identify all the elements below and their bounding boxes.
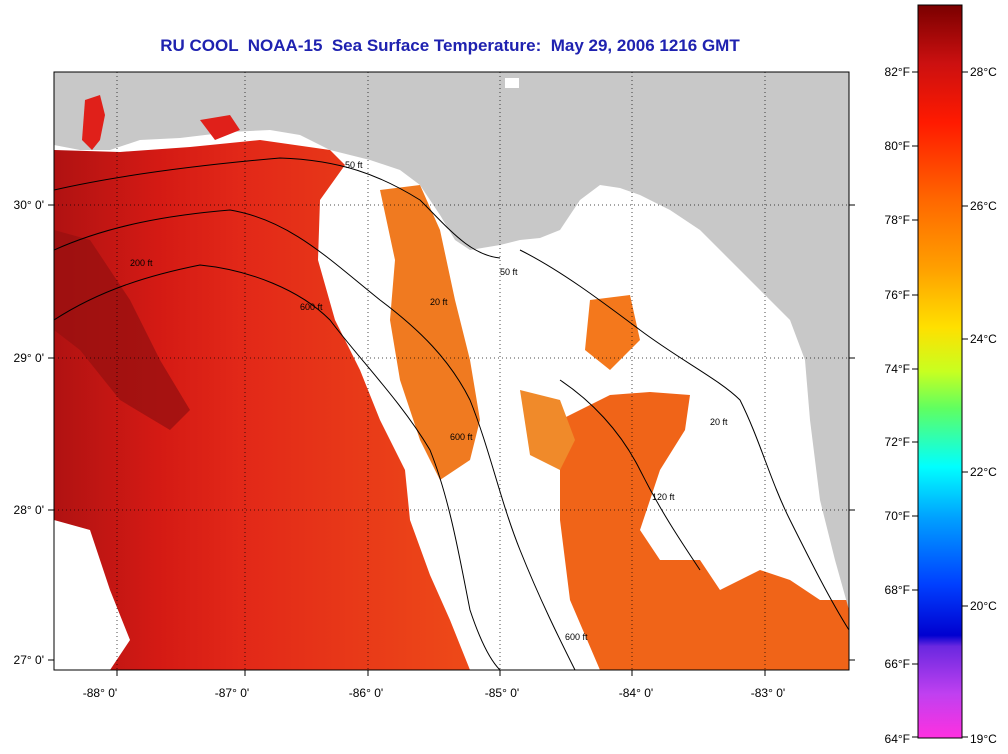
land-north (54, 72, 849, 610)
graticule (54, 72, 849, 670)
x-tick-label: -86° 0' (349, 686, 383, 700)
celsius-label: 26°C (970, 199, 997, 213)
fahrenheit-label: 64°F (885, 732, 910, 746)
latitude-labels: 30° 0' 29° 0' 28° 0' 27° 0' (14, 198, 44, 667)
x-tick-label: -88° 0' (83, 686, 117, 700)
axis-ticks (48, 204, 855, 676)
fahrenheit-label: 82°F (885, 65, 910, 79)
contour-label: 600 ft (450, 432, 473, 442)
fahrenheit-label: 76°F (885, 288, 910, 302)
colorbar (917, 4, 963, 739)
celsius-label: 28°C (970, 65, 997, 79)
celsius-label: 19°C (970, 732, 997, 746)
contour-label: 120 ft (652, 492, 675, 502)
y-tick-label: 27° 0' (14, 653, 44, 667)
fahrenheit-label: 78°F (885, 213, 910, 227)
map-panel (54, 72, 849, 670)
warm-water-west (54, 140, 470, 670)
celsius-label: 24°C (970, 332, 997, 346)
cloud-speck (505, 78, 519, 88)
fahrenheit-label: 74°F (885, 362, 910, 376)
map-title: RU COOL NOAA-15 Sea Surface Temperature:… (160, 36, 740, 55)
colorbar-ticks (912, 71, 968, 738)
fahrenheit-label: 70°F (885, 509, 910, 523)
contour-label: 20 ft (710, 417, 728, 427)
fahrenheit-label: 72°F (885, 435, 910, 449)
land-bay-pensacola (200, 115, 240, 140)
map-frame (53, 71, 850, 671)
contour-label: 600 ft (565, 632, 588, 642)
land-bay-mobile (82, 95, 105, 150)
warm-water-mid (380, 185, 480, 480)
x-tick-label: -84° 0' (619, 686, 653, 700)
fahrenheit-label: 80°F (885, 139, 910, 153)
colorbar-celsius-labels: 28°C 26°C 24°C 22°C 20°C 19°C (970, 65, 997, 746)
colorbar-fahrenheit-labels: 82°F 80°F 78°F 76°F 74°F 72°F 70°F 68°F … (885, 65, 910, 746)
cloud-patch-west (54, 520, 130, 670)
contour-label: 50 ft (345, 160, 363, 170)
fahrenheit-label: 68°F (885, 583, 910, 597)
celsius-label: 22°C (970, 465, 997, 479)
contour-label-group: 50 ft 200 ft 600 ft 20 ft 50 ft 600 ft 1… (130, 160, 728, 642)
bathymetry-contours (54, 157, 849, 670)
y-tick-label: 30° 0' (14, 198, 44, 212)
warm-water-east-b (585, 295, 640, 370)
y-tick-label: 28° 0' (14, 503, 44, 517)
contour-label: 600 ft (300, 302, 323, 312)
contour-label: 50 ft (500, 267, 518, 277)
x-tick-label: -85° 0' (485, 686, 519, 700)
warmest-water (54, 230, 190, 430)
warm-water-coast (520, 390, 575, 470)
longitude-labels: -88° 0' -87° 0' -86° 0' -85° 0' -84° 0' … (83, 686, 785, 700)
x-tick-label: -87° 0' (215, 686, 249, 700)
celsius-label: 20°C (970, 599, 997, 613)
y-tick-label: 29° 0' (14, 351, 44, 365)
contour-label: 20 ft (430, 297, 448, 307)
contour-label: 200 ft (130, 258, 153, 268)
x-tick-label: -83° 0' (751, 686, 785, 700)
fahrenheit-label: 66°F (885, 657, 910, 671)
